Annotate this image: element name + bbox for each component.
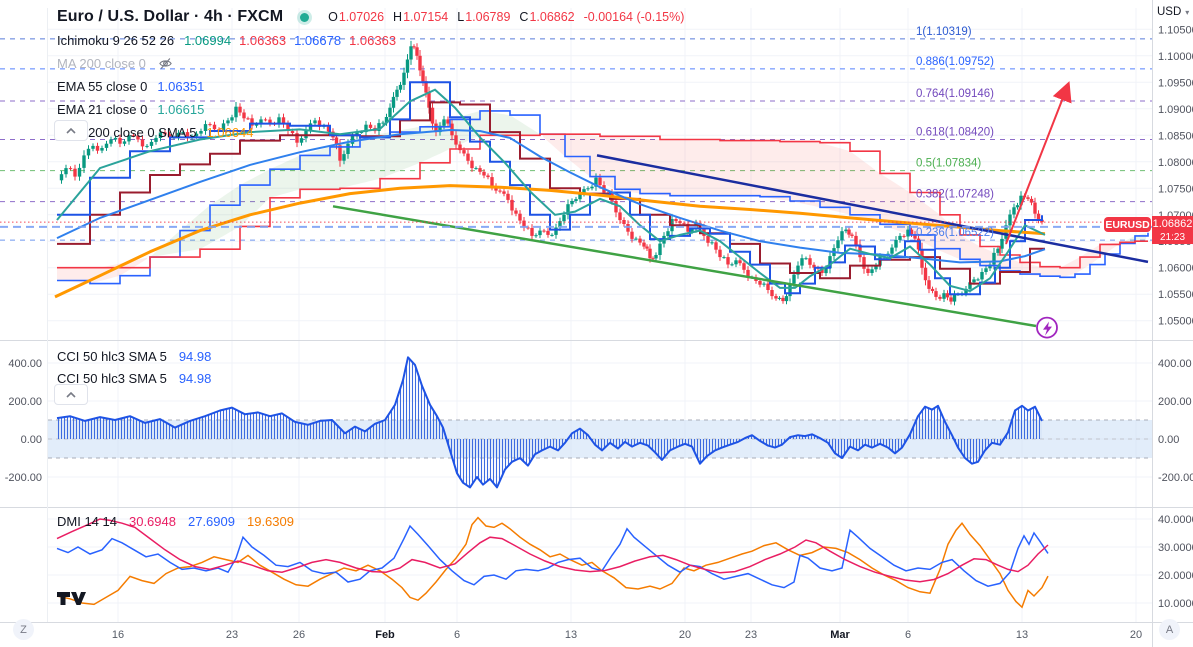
ema21-line	[56, 88, 1046, 293]
chevron-down-icon: ▾	[1185, 7, 1190, 17]
projection-arrow	[1005, 81, 1072, 245]
last-price-label: 1.06862	[1152, 216, 1193, 231]
time-tick-label: 6	[905, 629, 911, 641]
symbol-price-tag: EURUSD	[1104, 217, 1151, 232]
fib-level-label: 0.382(1.07248)	[916, 189, 994, 201]
price-tick-label: 1.08000	[1158, 157, 1193, 169]
dmi-tick-label: 20.0000	[1158, 570, 1193, 582]
cci-tick-label: 0.00	[1158, 434, 1179, 446]
time-tick-label: 26	[293, 629, 305, 641]
green-trendline	[332, 205, 1037, 328]
dmi-tick-label: 10.0000	[1158, 598, 1193, 610]
collapse-cci-pane-button[interactable]	[54, 384, 88, 405]
cci-tick-label-left: 200.00	[8, 396, 42, 408]
dmi-minus-di-line	[56, 516, 1049, 609]
change-value: -0.00164 (-0.15%)	[583, 10, 685, 24]
dmi-pane[interactable]	[56, 516, 1049, 609]
cci-tick-label-left: 400.00	[8, 358, 42, 370]
fib-level-label: 0.5(1.07834)	[916, 158, 981, 170]
fib-level-label: 0.886(1.09752)	[916, 56, 994, 68]
navy-trendline	[596, 154, 1149, 264]
fib-level-label: 1(1.10319)	[916, 26, 972, 38]
market-status-icon	[300, 12, 310, 22]
legend-row-ema200[interactable]: EMA 200 close 0 SMA 5 1.06644	[57, 125, 254, 140]
time-tick-label: 23	[226, 629, 238, 641]
visibility-off-icon[interactable]	[158, 56, 173, 71]
ichimoku-conversion-line	[57, 81, 1043, 296]
ichimoku-cloud	[150, 110, 540, 258]
ohlc-values: O1.07026 H1.07154 L1.06789 C1.06862 -0.0…	[328, 10, 685, 24]
dmi-legend-row[interactable]: DMI 14 14 30.6948 27.6909 19.6309	[57, 513, 294, 529]
time-tick-label: 20	[1130, 629, 1142, 641]
price-tick-label: 1.09000	[1158, 104, 1193, 116]
time-tick-label: Mar	[830, 629, 850, 641]
cci-legend: CCI 50 hlc3 SMA 5 94.98 CCI 50 hlc3 SMA …	[57, 345, 211, 389]
currency-selector[interactable]: USD ▾	[1157, 6, 1190, 18]
bar-countdown: 21:23	[1152, 231, 1193, 244]
cci-tick-label: 400.00	[1158, 358, 1192, 370]
legend-row-ema55[interactable]: EMA 55 close 0 1.06351	[57, 79, 205, 94]
main-legend: Euro / U.S. Dollar · 4h · FXCM O1.07026 …	[57, 5, 684, 144]
ichimoku-span-b-line	[57, 133, 1148, 269]
legend-row-ma200-disabled[interactable]: MA 200 close 0	[57, 52, 684, 75]
dmi-legend: DMI 14 14 30.6948 27.6909 19.6309	[57, 510, 294, 532]
time-tick-label: 6	[454, 629, 460, 641]
price-scale[interactable]: 1.10500 1.10000 1.09500 1.09000 1.08500 1.080…	[5, 24, 1193, 610]
symbol-title[interactable]: Euro / U.S. Dollar · 4h · FXCM	[57, 8, 284, 25]
time-scale[interactable]: 16 23 26 Feb 6 13 20 23 Mar 6 13 20	[112, 629, 1142, 641]
cci-tick-label-left: 0.00	[21, 434, 42, 446]
dmi-tick-label: 40.0000	[1158, 514, 1193, 526]
dmi-adx-line	[56, 518, 1049, 583]
legend-row-ema21[interactable]: EMA 21 close 0 1.06615	[57, 102, 205, 117]
legend-row-ichimoku[interactable]: Ichimoku 9 26 52 26 1.06994 1.06363 1.06…	[57, 33, 397, 48]
price-tick-label: 1.10500	[1158, 24, 1193, 36]
time-tick-label: 16	[112, 629, 124, 641]
time-tick-label: 13	[1016, 629, 1028, 641]
price-tick-label: 1.05000	[1158, 316, 1193, 328]
cci-area	[57, 357, 1042, 488]
cci-pane[interactable]	[48, 356, 1152, 489]
price-tick-label: 1.07500	[1158, 183, 1193, 195]
time-tick-label: Feb	[375, 629, 395, 641]
price-tick-label: 1.10000	[1158, 51, 1193, 63]
cci-legend-row-1[interactable]: CCI 50 hlc3 SMA 5 94.98	[57, 348, 212, 364]
price-tick-label: 1.08500	[1158, 130, 1193, 142]
cci-legend-row-2[interactable]: CCI 50 hlc3 SMA 5 94.98	[57, 370, 212, 386]
collapse-main-pane-button[interactable]	[54, 120, 88, 141]
fib-level-label: 0.236(1.06522)	[916, 227, 994, 239]
timezone-button[interactable]: Z	[13, 619, 34, 640]
fib-level-label: 0.618(1.08420)	[916, 127, 994, 139]
time-tick-label: 13	[565, 629, 577, 641]
ichimoku-cloud	[543, 134, 1122, 278]
tradingview-logo[interactable]	[56, 588, 90, 608]
price-tick-label: 1.06000	[1158, 263, 1193, 275]
fib-level-label: 0.764(1.09146)	[916, 88, 994, 100]
price-tick-label: 1.05500	[1158, 289, 1193, 301]
time-tick-label: 23	[745, 629, 757, 641]
ichimoku-span-a-line	[57, 110, 1149, 285]
time-tick-label: 20	[679, 629, 691, 641]
price-tick-label: 1.09500	[1158, 77, 1193, 89]
cci-tick-label: 200.00	[1158, 396, 1192, 408]
main-price-pane[interactable]: 1(1.10319) 0.886(1.09752) 0.764(1.09146) 0.…	[0, 26, 1152, 339]
dmi-tick-label: 30.0000	[1158, 542, 1193, 554]
cci-tick-label-left: -200.00	[5, 472, 42, 484]
auto-scale-button[interactable]: A	[1159, 619, 1180, 640]
lightning-bolt-icon	[1043, 321, 1052, 336]
cci-tick-label: -200.00	[1158, 472, 1193, 484]
ema55-line	[56, 128, 1046, 264]
cci-line	[56, 356, 1043, 489]
ema200-line	[54, 184, 1046, 299]
